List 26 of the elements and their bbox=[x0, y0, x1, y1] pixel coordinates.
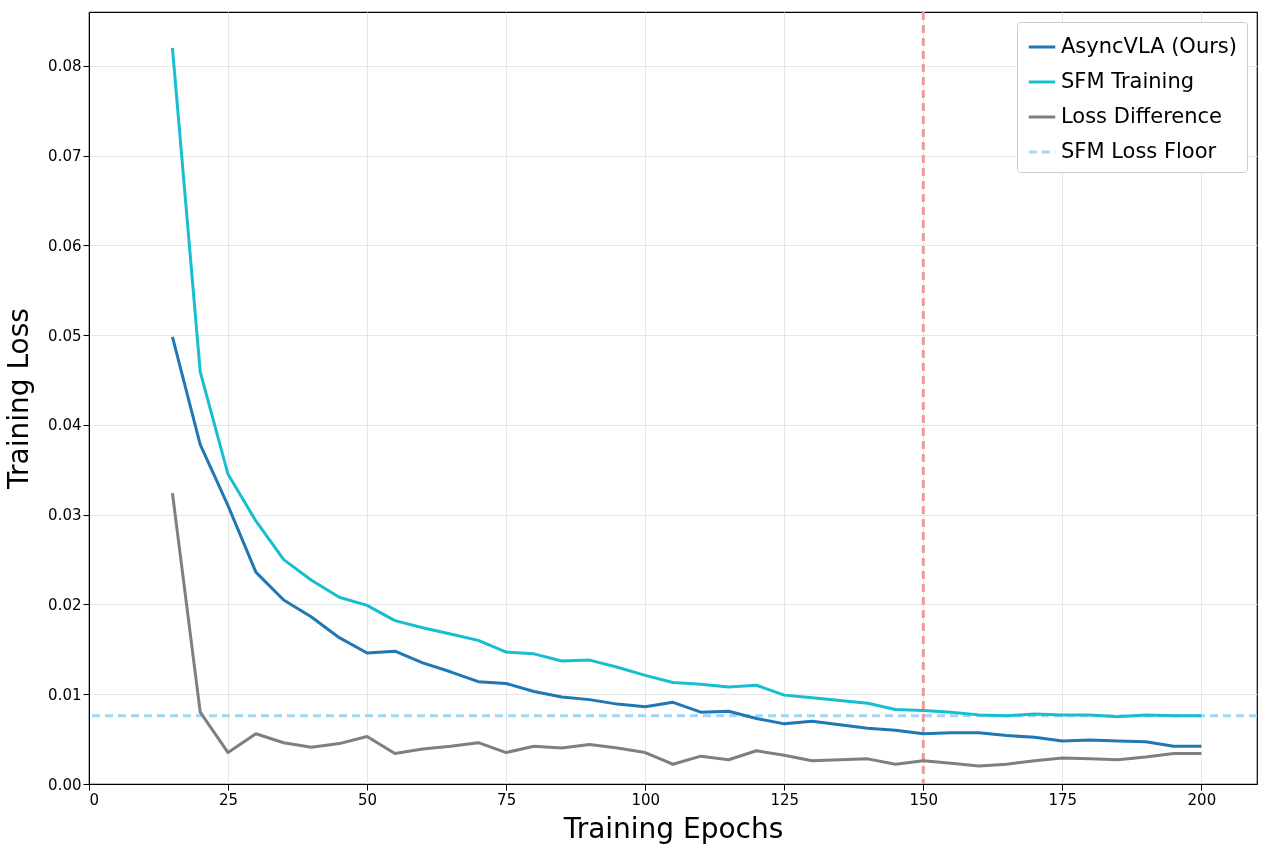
legend-label: SFM Training bbox=[1061, 69, 1195, 93]
y-tick-label: 0.01 bbox=[48, 685, 82, 704]
y-tick-label: 0.00 bbox=[48, 775, 82, 794]
line-series bbox=[170, 491, 1203, 768]
y-tick-label: 0.04 bbox=[48, 416, 82, 435]
legend-label: AsyncVLA (Ours) bbox=[1061, 34, 1237, 58]
y-tick-label: 0.03 bbox=[48, 506, 82, 525]
y-axis-title: Training Loss bbox=[2, 308, 36, 490]
y-tick-label: 0.08 bbox=[48, 57, 82, 76]
x-tick-label: 50 bbox=[358, 790, 378, 809]
y-tick-label: 0.06 bbox=[48, 236, 82, 255]
y-tick-label: 0.05 bbox=[48, 326, 82, 345]
y-tick-label: 0.07 bbox=[48, 147, 82, 166]
x-tick-label: 150 bbox=[909, 790, 939, 809]
y-tick-label: 0.02 bbox=[48, 595, 82, 614]
line-series bbox=[170, 335, 1203, 748]
x-tick-label: 0 bbox=[89, 790, 100, 809]
x-tick-label: 200 bbox=[1187, 790, 1217, 809]
x-axis-title: Training Epochs bbox=[562, 811, 784, 845]
legend-label: Loss Difference bbox=[1061, 104, 1222, 128]
x-tick-label: 25 bbox=[219, 790, 239, 809]
x-tick-label: 100 bbox=[631, 790, 661, 809]
x-tick-label: 125 bbox=[770, 790, 800, 809]
legend-label: SFM Loss Floor bbox=[1061, 139, 1217, 163]
x-tick-label: 75 bbox=[497, 790, 517, 809]
x-tick-label: 175 bbox=[1048, 790, 1078, 809]
